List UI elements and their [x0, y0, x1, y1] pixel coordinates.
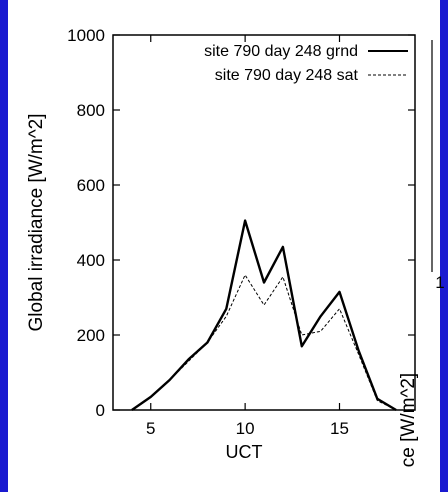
x-tick-label: 10: [236, 419, 255, 438]
y-tick-label: 1000: [67, 26, 105, 45]
plot-frame: [112, 34, 416, 411]
axes: [112, 34, 433, 411]
y-axis-label: Global irradiance [W/m^2]: [26, 114, 47, 332]
x-axis-label: UCT: [226, 442, 263, 462]
series-lines: [131, 219, 397, 412]
y-tick-label: 800: [77, 101, 105, 120]
y-tick-label: 600: [77, 176, 105, 195]
x-tick-label: 15: [330, 419, 349, 438]
legend-entry-label: site 790 day 248 sat: [215, 67, 359, 84]
legend-entry-label: site 790 day 248 grnd: [204, 43, 358, 60]
y-tick-label: 400: [77, 251, 105, 270]
tick-labels: 0 200 400 600 800 1000 5 10 15: [67, 26, 349, 438]
series-line-sat: [131, 274, 397, 411]
second-chart-y-axis-label: ce [W/m^2]: [398, 373, 419, 467]
y-tick-label: 200: [77, 326, 105, 345]
y-tick-label: 0: [96, 401, 105, 420]
x-tick-label: 5: [146, 419, 155, 438]
series-line-grnd: [131, 219, 397, 412]
second-chart-tick-label: 1: [435, 273, 444, 292]
legend: site 790 day 248 grnd site 790 day 248 sa…: [204, 43, 408, 84]
